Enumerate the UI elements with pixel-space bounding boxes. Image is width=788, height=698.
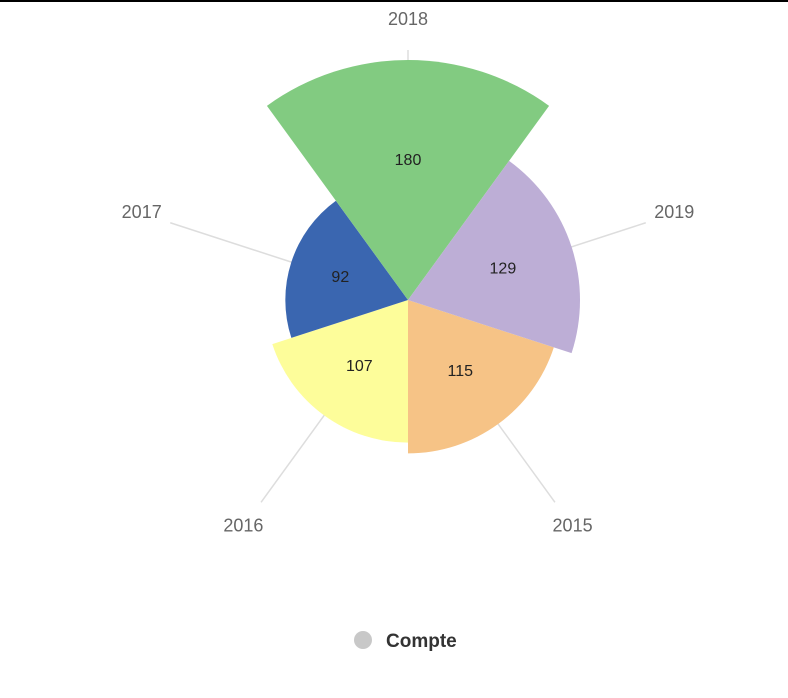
sector[interactable] [285,200,408,338]
sector[interactable] [408,300,554,454]
sector[interactable] [266,59,550,301]
sector[interactable] [272,300,408,443]
category-label: 2015 [553,515,593,535]
value-label: 107 [346,358,373,375]
legend-marker[interactable] [354,631,372,649]
value-label: 115 [448,363,474,380]
category-label: 2018 [388,9,428,29]
value-label: 129 [490,260,517,277]
legend-label[interactable]: Compte [386,631,457,652]
category-label: 2017 [122,202,162,222]
leader-line [170,222,304,267]
category-label: 2016 [223,515,263,535]
sector[interactable] [408,160,580,354]
value-label: 92 [331,269,349,286]
category-label: 2019 [654,202,694,222]
value-label: 180 [395,152,422,169]
